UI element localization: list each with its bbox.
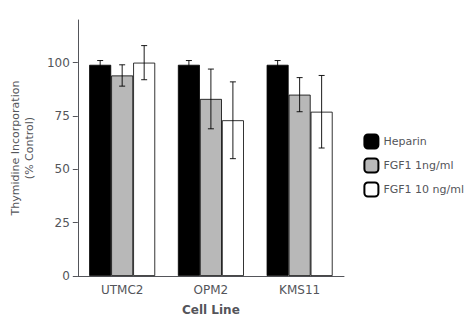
svg-text:25: 25 <box>55 216 70 230</box>
svg-text:FGF1 1ng/ml: FGF1 1ng/ml <box>383 159 453 172</box>
svg-text:OPM2: OPM2 <box>194 283 229 297</box>
svg-text:(% Control): (% Control) <box>23 117 36 179</box>
svg-text:75: 75 <box>55 109 70 123</box>
svg-text:FGF1 10 ng/ml: FGF1 10 ng/ml <box>383 183 464 196</box>
svg-text:0: 0 <box>62 269 70 283</box>
svg-text:Heparin: Heparin <box>383 135 426 148</box>
svg-text:50: 50 <box>55 162 70 176</box>
svg-text:Cell Line: Cell Line <box>182 303 240 317</box>
svg-text:KMS11: KMS11 <box>279 283 320 297</box>
svg-text:UTMC2: UTMC2 <box>101 283 143 297</box>
svg-text:Thymidine Incorporation: Thymidine Incorporation <box>9 81 22 217</box>
svg-text:100: 100 <box>47 56 70 70</box>
